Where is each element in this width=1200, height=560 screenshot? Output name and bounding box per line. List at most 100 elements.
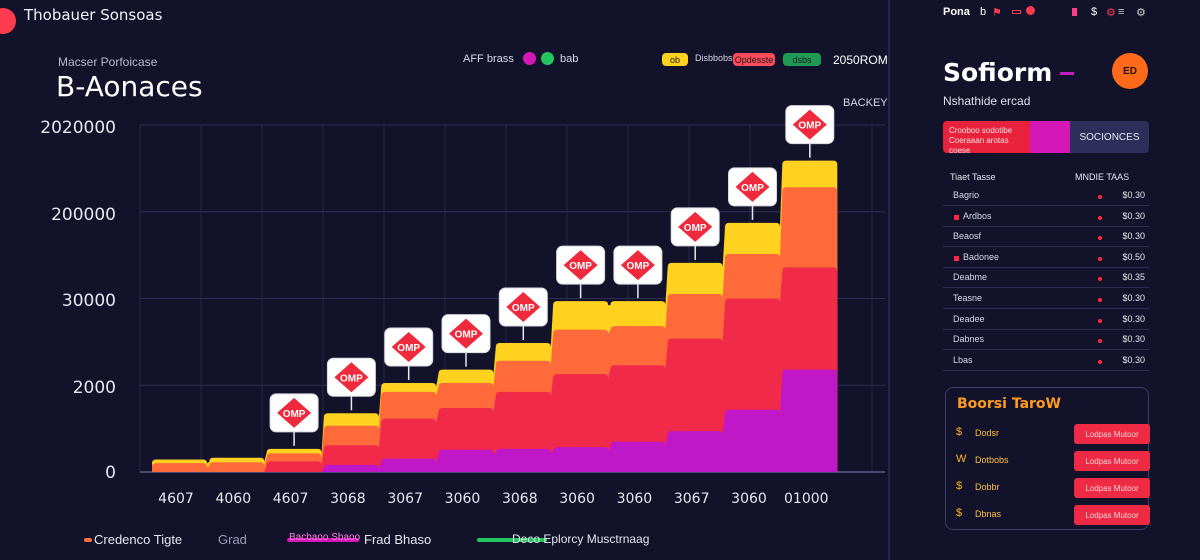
- value-badge[interactable]: OMP: [269, 393, 319, 446]
- legend-dot-green: [541, 52, 554, 65]
- record-icon[interactable]: [1026, 6, 1035, 15]
- legend-item-credenco: Credenco Tigte: [94, 532, 183, 547]
- legend-item-bacbaoo: Bacbaoo Sbaoo: [289, 532, 361, 543]
- value-badge[interactable]: OMP: [441, 314, 491, 367]
- table-cell-value: $0.30: [1122, 210, 1145, 221]
- legend-label-a: AFF brass: [463, 53, 514, 65]
- corner-label: BACKEY: [843, 97, 888, 109]
- table-cell-name: Bagrio: [953, 190, 980, 200]
- legend-chip-yellow[interactable]: ob: [662, 53, 688, 66]
- badge-label: OMP: [283, 409, 306, 420]
- y-tick-label: 2000: [72, 378, 116, 398]
- x-tick-label: 3060: [731, 491, 767, 507]
- badge-label: OMP: [569, 261, 592, 272]
- chart-subtitle: Macser Porfoicase: [58, 55, 158, 69]
- boost-row: $ Dbnas Lodpas Mutoor: [956, 505, 1150, 525]
- settings-icon[interactable]: ⚙: [1136, 7, 1146, 19]
- status-dot: [1098, 277, 1102, 282]
- stat-left-text: Crooboo sodotibe Coeraaan arotas coese: [943, 121, 1030, 153]
- value-badge[interactable]: OMP: [785, 105, 835, 158]
- table-row[interactable]: Beaosf $0.30: [943, 227, 1149, 248]
- badge-label: OMP: [512, 303, 535, 314]
- boost-item-icon: W: [956, 453, 967, 465]
- sidebar: Pona b ⚑ $ ⚙ ≡ ⚙ Sofiorm ED Nshathide er…: [910, 0, 1200, 560]
- y-tick-label: 30000: [61, 291, 116, 311]
- table-cell-name: Deadee: [953, 313, 985, 324]
- flag-marker: [954, 255, 959, 261]
- table-cell-value: $0.35: [1122, 272, 1145, 283]
- value-badge[interactable]: OMP: [613, 245, 663, 299]
- badge-label: OMP: [741, 183, 764, 194]
- boost-action-button[interactable]: Lodpas Mutoor: [1074, 451, 1150, 471]
- value-badge[interactable]: OMP: [728, 167, 777, 220]
- bold-icon[interactable]: b: [980, 6, 987, 18]
- flag-marker: [954, 214, 959, 220]
- app-title: Thobauer Sonsoas: [24, 6, 163, 24]
- legend-chip-red[interactable]: Opdesste: [733, 53, 775, 66]
- table-row[interactable]: Dabnes $0.30: [943, 330, 1149, 351]
- value-badge[interactable]: OMP: [556, 245, 606, 299]
- legend-chip-text: Disbbobs: [695, 53, 733, 63]
- value-badge[interactable]: OMP: [498, 287, 548, 340]
- table-row[interactable]: Deadee $0.30: [943, 310, 1149, 330]
- table-cell-name: Lbas: [953, 354, 973, 365]
- boost-panel: Boorsi TaroW $ Dodsr Lodpas Mutoor W Dotbobs…: [945, 387, 1150, 530]
- chart-title: B-Aonaces: [56, 70, 203, 103]
- boost-item-icon: $: [956, 480, 963, 492]
- y-tick-label: 200000: [51, 205, 116, 225]
- boost-item-icon: $: [956, 507, 963, 519]
- value-badge[interactable]: OMP: [326, 357, 376, 411]
- boost-action-button[interactable]: Lodpas Mutoor: [1074, 505, 1150, 525]
- table-cell-value: $0.30: [1122, 231, 1145, 242]
- table-cell-name: Deabme: [953, 272, 988, 283]
- flag-icon[interactable]: ⚑: [992, 7, 1002, 19]
- table-cell-value: $0.50: [1122, 251, 1145, 262]
- sidebar-header-text: Pona: [943, 6, 970, 18]
- x-tick-label: 4060: [215, 491, 252, 507]
- table-row[interactable]: Ardbos $0.30: [943, 207, 1149, 227]
- legend-swatch-credenco: [84, 538, 92, 542]
- status-dot: [1098, 359, 1102, 364]
- status-dot: [1098, 215, 1102, 220]
- chart-panel: [18, 0, 890, 560]
- bookmark-icon[interactable]: [1072, 8, 1077, 16]
- legend-chip-green[interactable]: dsbs: [783, 53, 821, 66]
- table-row[interactable]: Badonee $0.50: [943, 248, 1149, 268]
- boost-action-button[interactable]: Lodpas Mutoor: [1074, 478, 1150, 498]
- boost-row: $ Dobbr Lodpas Mutoor: [956, 478, 1150, 498]
- gear-icon[interactable]: ⚙: [1106, 7, 1116, 19]
- value-badge[interactable]: OMP: [670, 207, 720, 260]
- table-cell-name: Ardbos: [963, 210, 992, 221]
- sidebar-subtitle: Nshathide ercad: [943, 94, 1031, 108]
- x-tick-label: 3067: [673, 491, 710, 507]
- list-icon[interactable]: ≡: [1118, 6, 1125, 18]
- boost-title: Boorsi TaroW: [957, 396, 1061, 412]
- stat-mid-segment: [1030, 121, 1070, 153]
- x-tick-label: 4607: [158, 491, 194, 507]
- legend-item-grad: Grad: [218, 532, 247, 547]
- table-row[interactable]: Deabme $0.35: [943, 268, 1149, 289]
- stat-right-text: SOCIONCES: [1070, 121, 1149, 153]
- legend-label-b: bab: [560, 53, 579, 65]
- y-tick-label: 2020000: [40, 118, 116, 138]
- x-tick-label: 01000: [784, 491, 829, 507]
- table-row[interactable]: Teasne $0.30: [943, 289, 1149, 309]
- x-tick-label: 3060: [444, 491, 481, 507]
- value-badge[interactable]: OMP: [384, 327, 434, 381]
- table-cell-value: $0.30: [1122, 354, 1145, 365]
- dollar-icon[interactable]: $: [1091, 6, 1098, 18]
- table-row[interactable]: Lbas $0.30: [943, 351, 1149, 371]
- boost-item-icon: $: [956, 426, 963, 438]
- table-cell-name: Beaosf: [953, 231, 982, 242]
- table-row[interactable]: Bagrio $0.30: [943, 186, 1149, 206]
- boost-item-label: Dotbobs: [975, 455, 1009, 465]
- table-cell-name: Teasne: [953, 293, 983, 303]
- legend-swatch-bacbaoo: [287, 538, 359, 542]
- x-tick-label: 3068: [330, 491, 366, 507]
- avatar[interactable]: ED: [1112, 53, 1148, 89]
- status-dot: [1098, 298, 1102, 302]
- boost-action-button[interactable]: Lodpas Mutoor: [1074, 424, 1150, 444]
- stat-bar[interactable]: Crooboo sodotibe Coeraaan arotas coese S…: [943, 121, 1149, 153]
- legend-dot-magenta: [523, 52, 536, 65]
- table-cell-name: Dabnes: [953, 334, 985, 345]
